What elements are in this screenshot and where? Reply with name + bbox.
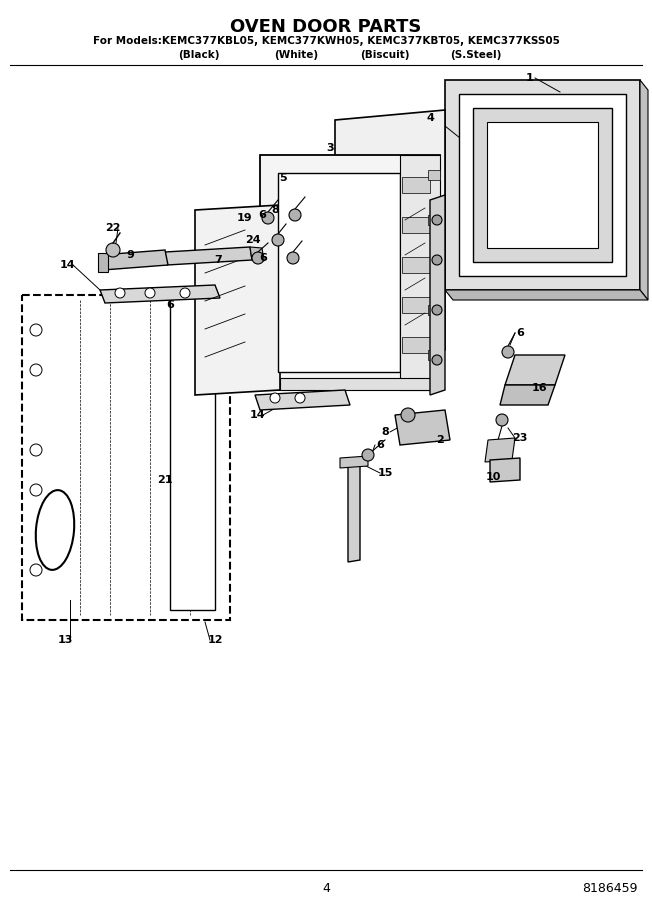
Text: (Biscuit): (Biscuit) — [360, 50, 409, 60]
Polygon shape — [487, 122, 598, 248]
Text: (White): (White) — [274, 50, 319, 60]
Circle shape — [270, 393, 280, 403]
Polygon shape — [170, 298, 215, 610]
Polygon shape — [500, 385, 555, 405]
Circle shape — [115, 288, 125, 298]
Polygon shape — [165, 247, 252, 265]
Text: 19: 19 — [237, 213, 253, 223]
Polygon shape — [430, 195, 445, 395]
Text: 6: 6 — [166, 300, 174, 310]
Circle shape — [30, 324, 42, 336]
Text: (Black): (Black) — [178, 50, 220, 60]
Polygon shape — [100, 250, 168, 270]
Polygon shape — [22, 295, 230, 620]
Text: 22: 22 — [105, 223, 121, 233]
Circle shape — [432, 355, 442, 365]
Circle shape — [30, 484, 42, 496]
Circle shape — [502, 346, 514, 358]
Polygon shape — [640, 80, 648, 300]
Polygon shape — [402, 337, 430, 353]
Circle shape — [30, 364, 42, 376]
Circle shape — [180, 288, 190, 298]
Polygon shape — [255, 390, 350, 410]
Circle shape — [30, 564, 42, 576]
Circle shape — [362, 449, 374, 461]
Text: 1: 1 — [526, 73, 534, 83]
Polygon shape — [348, 458, 360, 562]
Circle shape — [401, 408, 415, 422]
Polygon shape — [428, 170, 440, 180]
Text: OVEN DOOR PARTS: OVEN DOOR PARTS — [230, 18, 422, 36]
Text: 6: 6 — [516, 328, 524, 338]
Text: 4: 4 — [426, 113, 434, 123]
Circle shape — [30, 444, 42, 456]
Circle shape — [252, 252, 264, 264]
Polygon shape — [445, 290, 648, 300]
Text: 4: 4 — [322, 882, 330, 895]
Polygon shape — [280, 378, 430, 390]
Text: 6: 6 — [258, 210, 266, 220]
Circle shape — [432, 305, 442, 315]
Polygon shape — [260, 155, 440, 390]
Circle shape — [289, 209, 301, 221]
Text: 15: 15 — [378, 468, 393, 478]
Circle shape — [145, 288, 155, 298]
Circle shape — [432, 215, 442, 225]
Polygon shape — [459, 94, 626, 276]
Polygon shape — [402, 297, 430, 313]
Polygon shape — [98, 253, 108, 272]
Text: 14: 14 — [60, 260, 76, 270]
Polygon shape — [100, 285, 220, 303]
Text: 8: 8 — [381, 427, 389, 437]
Polygon shape — [402, 217, 430, 233]
Circle shape — [432, 255, 442, 265]
Polygon shape — [402, 177, 430, 193]
Polygon shape — [400, 155, 440, 390]
Polygon shape — [340, 456, 368, 468]
Polygon shape — [485, 438, 515, 462]
Text: 14: 14 — [250, 410, 266, 420]
Polygon shape — [335, 110, 445, 360]
Text: 8: 8 — [271, 205, 279, 215]
Text: 5: 5 — [279, 173, 287, 183]
Text: 10: 10 — [485, 472, 501, 482]
Polygon shape — [505, 355, 565, 385]
Text: Retainer, Glass–Clip: Retainer, Glass–Clip — [463, 170, 574, 181]
Circle shape — [295, 393, 305, 403]
Text: For Models:KEMC377KBL05, KEMC377KWH05, KEMC377KBT05, KEMC377KSS05: For Models:KEMC377KBL05, KEMC377KWH05, K… — [93, 36, 559, 46]
Polygon shape — [428, 215, 440, 225]
Text: 7: 7 — [214, 255, 222, 265]
Text: 3: 3 — [326, 143, 334, 153]
Polygon shape — [402, 257, 430, 273]
Text: 13: 13 — [57, 635, 72, 645]
Polygon shape — [395, 410, 450, 445]
Text: 23: 23 — [512, 433, 527, 443]
Circle shape — [106, 243, 120, 257]
Text: 16: 16 — [532, 383, 548, 393]
Polygon shape — [195, 205, 280, 395]
Polygon shape — [490, 458, 520, 482]
Circle shape — [287, 252, 299, 264]
Text: 21: 21 — [157, 475, 173, 485]
Polygon shape — [250, 247, 264, 261]
Text: 6: 6 — [376, 440, 384, 450]
Text: 6: 6 — [259, 253, 267, 263]
Circle shape — [262, 212, 274, 224]
Polygon shape — [428, 350, 440, 360]
Polygon shape — [445, 80, 640, 290]
Text: 9: 9 — [126, 250, 134, 260]
Polygon shape — [473, 108, 612, 262]
Polygon shape — [428, 305, 440, 315]
Polygon shape — [278, 173, 400, 372]
Circle shape — [272, 234, 284, 246]
Text: 12: 12 — [207, 635, 223, 645]
Text: 24: 24 — [245, 235, 261, 245]
Text: 2: 2 — [436, 435, 444, 445]
Text: 8186459: 8186459 — [582, 882, 638, 895]
Text: (S.Steel): (S.Steel) — [451, 50, 501, 60]
Ellipse shape — [36, 491, 74, 570]
Circle shape — [496, 414, 508, 426]
